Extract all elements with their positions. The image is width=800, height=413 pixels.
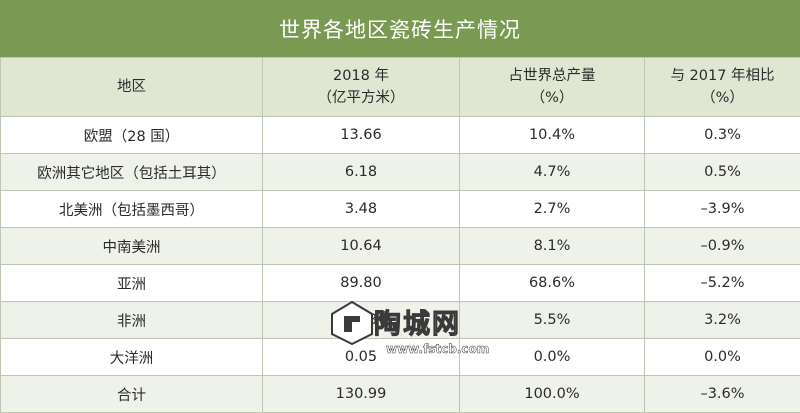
cell-change: 0.3% (644, 116, 800, 154)
cell-output: 7.18 (262, 301, 460, 339)
cell-change: –5.2% (644, 264, 800, 302)
cell-share: 10.4% (459, 116, 645, 154)
header-output-line1: 2018 年 (332, 68, 389, 84)
header-output: 2018 年 （亿平方米） (262, 57, 460, 117)
cell-share: 4.7% (459, 153, 645, 191)
cell-change: 0.5% (644, 153, 800, 191)
cell-change: 0.0% (644, 338, 800, 376)
table-row: 欧盟（28 国） 13.66 10.4% 0.3% (0, 116, 800, 154)
cell-change: –0.9% (644, 227, 800, 265)
cell-region: 亚洲 (0, 264, 263, 302)
table-row: 中南美洲 10.64 8.1% –0.9% (0, 227, 800, 265)
header-change-line1: 与 2017 年相比 (670, 68, 775, 84)
header-change: 与 2017 年相比 （%） (644, 57, 800, 117)
header-output-line2: （亿平方米） (317, 90, 405, 106)
cell-region: 合计 (0, 375, 263, 413)
cell-share: 5.5% (459, 301, 645, 339)
cell-region: 北美洲（包括墨西哥） (0, 190, 263, 228)
table-row: 亚洲 89.80 68.6% –5.2% (0, 264, 800, 302)
cell-output: 0.05 (262, 338, 460, 376)
cell-output: 130.99 (262, 375, 460, 413)
cell-region: 欧洲其它地区（包括土耳其） (0, 153, 263, 191)
cell-output: 13.66 (262, 116, 460, 154)
table-row: 大洋洲 0.05 0.0% 0.0% (0, 338, 800, 376)
cell-change: –3.9% (644, 190, 800, 228)
header-region-label: 地区 (117, 79, 146, 95)
cell-output: 6.18 (262, 153, 460, 191)
cell-output: 10.64 (262, 227, 460, 265)
cell-region: 欧盟（28 国） (0, 116, 263, 154)
cell-share: 0.0% (459, 338, 645, 376)
header-row: 地区 2018 年 （亿平方米） 占世界总产量 （%） 与 2017 年相比 （… (0, 57, 800, 117)
cell-output: 89.80 (262, 264, 460, 302)
cell-change: –3.6% (644, 375, 800, 413)
table-row: 非洲 7.18 5.5% 3.2% (0, 301, 800, 339)
production-table: 地区 2018 年 （亿平方米） 占世界总产量 （%） 与 2017 年相比 （… (0, 57, 800, 413)
header-region: 地区 (0, 57, 263, 117)
header-share-line2: （%） (530, 90, 574, 106)
header-share-line1: 占世界总产量 (508, 68, 596, 84)
cell-region: 大洋洲 (0, 338, 263, 376)
cell-share: 2.7% (459, 190, 645, 228)
table-row: 欧洲其它地区（包括土耳其） 6.18 4.7% 0.5% (0, 153, 800, 191)
cell-output: 3.48 (262, 190, 460, 228)
table-title: 世界各地区瓷砖生产情况 (0, 0, 800, 57)
header-share: 占世界总产量 （%） (459, 57, 645, 117)
cell-share: 68.6% (459, 264, 645, 302)
cell-share: 100.0% (459, 375, 645, 413)
cell-share: 8.1% (459, 227, 645, 265)
table-row-total: 合计 130.99 100.0% –3.6% (0, 375, 800, 413)
table-row: 北美洲（包括墨西哥） 3.48 2.7% –3.9% (0, 190, 800, 228)
cell-region: 非洲 (0, 301, 263, 339)
cell-change: 3.2% (644, 301, 800, 339)
cell-region: 中南美洲 (0, 227, 263, 265)
header-change-line2: （%） (701, 90, 744, 106)
